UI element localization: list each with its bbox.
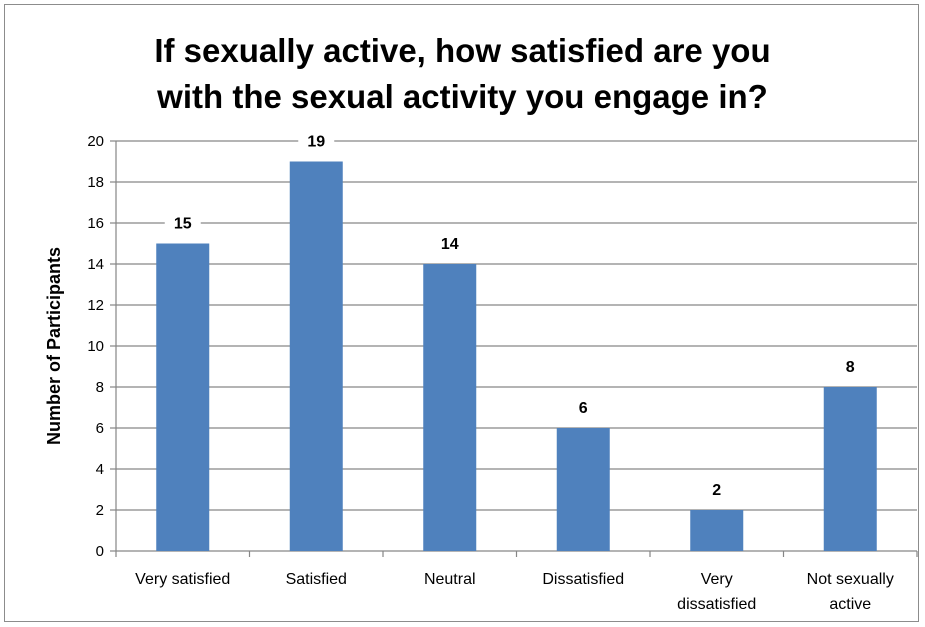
y-tick-label: 10 xyxy=(87,338,104,355)
data-label-bg xyxy=(298,129,335,152)
bar xyxy=(156,243,210,551)
x-category-label: dissatisfied xyxy=(677,596,756,613)
data-label: 14 xyxy=(441,236,459,253)
data-label: 8 xyxy=(846,359,855,376)
x-category-label: active xyxy=(829,596,871,613)
y-tick-label: 16 xyxy=(87,215,104,232)
x-category-label: Satisfied xyxy=(286,571,347,588)
y-tick-label: 12 xyxy=(87,297,104,314)
y-tick-label: 20 xyxy=(87,133,104,150)
chart-title-line-2: with the sexual activity you engage in? xyxy=(157,78,768,115)
data-label: 15 xyxy=(174,216,192,233)
x-category-label: Dissatisfied xyxy=(542,571,624,588)
y-tick-label: 0 xyxy=(96,543,104,560)
y-tick-label: 6 xyxy=(96,420,104,437)
data-label-bg xyxy=(164,211,201,234)
x-category-label: Not sexually xyxy=(807,571,894,588)
data-label: 19 xyxy=(307,134,325,151)
data-label-bg xyxy=(837,355,864,377)
bar xyxy=(289,161,343,551)
data-label: 2 xyxy=(712,482,721,499)
x-category-label: Neutral xyxy=(424,571,476,588)
y-tick-label: 8 xyxy=(96,379,104,396)
y-axis-title: Number of Participants xyxy=(44,247,64,445)
y-tick-label: 14 xyxy=(87,256,104,273)
data-label: 6 xyxy=(579,400,588,417)
data-label-bg xyxy=(431,232,468,254)
data-label-bg xyxy=(570,396,597,418)
bar xyxy=(690,510,744,551)
y-tick-label: 18 xyxy=(87,174,104,191)
x-category-label: Very xyxy=(701,571,733,588)
data-label-bg xyxy=(703,478,730,500)
y-tick-label: 4 xyxy=(96,461,104,478)
bar xyxy=(556,428,610,551)
bar xyxy=(423,264,477,551)
y-tick-label: 2 xyxy=(96,502,104,519)
chart-title-line-1: If sexually active, how satisfied are yo… xyxy=(154,32,771,69)
x-category-label: Very satisfied xyxy=(135,571,230,588)
chart-title: If sexually active, how satisfied are yo… xyxy=(0,28,925,120)
bar xyxy=(823,387,877,551)
